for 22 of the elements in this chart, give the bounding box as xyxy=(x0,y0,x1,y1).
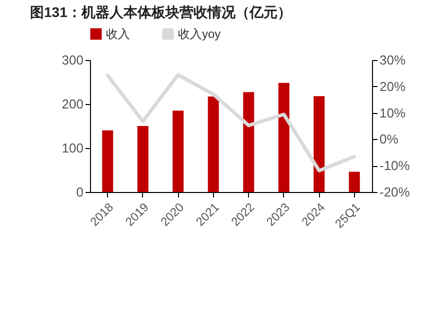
y-tick-label: 200 xyxy=(62,96,84,112)
bar xyxy=(137,126,148,192)
chart-title: 图131：机器人本体板块营收情况（亿元） xyxy=(30,4,292,20)
bar xyxy=(102,130,114,192)
legend-label: 收入 xyxy=(106,27,130,41)
bar xyxy=(172,110,184,192)
bar xyxy=(348,172,360,192)
y2-tick-label: 0% xyxy=(380,132,399,147)
line-series xyxy=(106,73,356,172)
y2-tick-label: -20% xyxy=(380,184,410,200)
bar xyxy=(314,96,325,192)
y-tick-label: 0 xyxy=(76,184,84,200)
bar xyxy=(243,92,254,192)
bar xyxy=(278,82,290,192)
y-tick-label: 300 xyxy=(62,52,84,68)
y2-tick-label: 10% xyxy=(380,105,406,120)
legend-label: 收入yoy xyxy=(178,27,221,41)
y2-tick-label: 30% xyxy=(380,52,406,68)
bar xyxy=(208,96,219,192)
y-tick-label: 100 xyxy=(62,140,84,156)
y2-tick-label: -10% xyxy=(380,158,410,174)
y2-tick-label: 20% xyxy=(380,78,406,94)
